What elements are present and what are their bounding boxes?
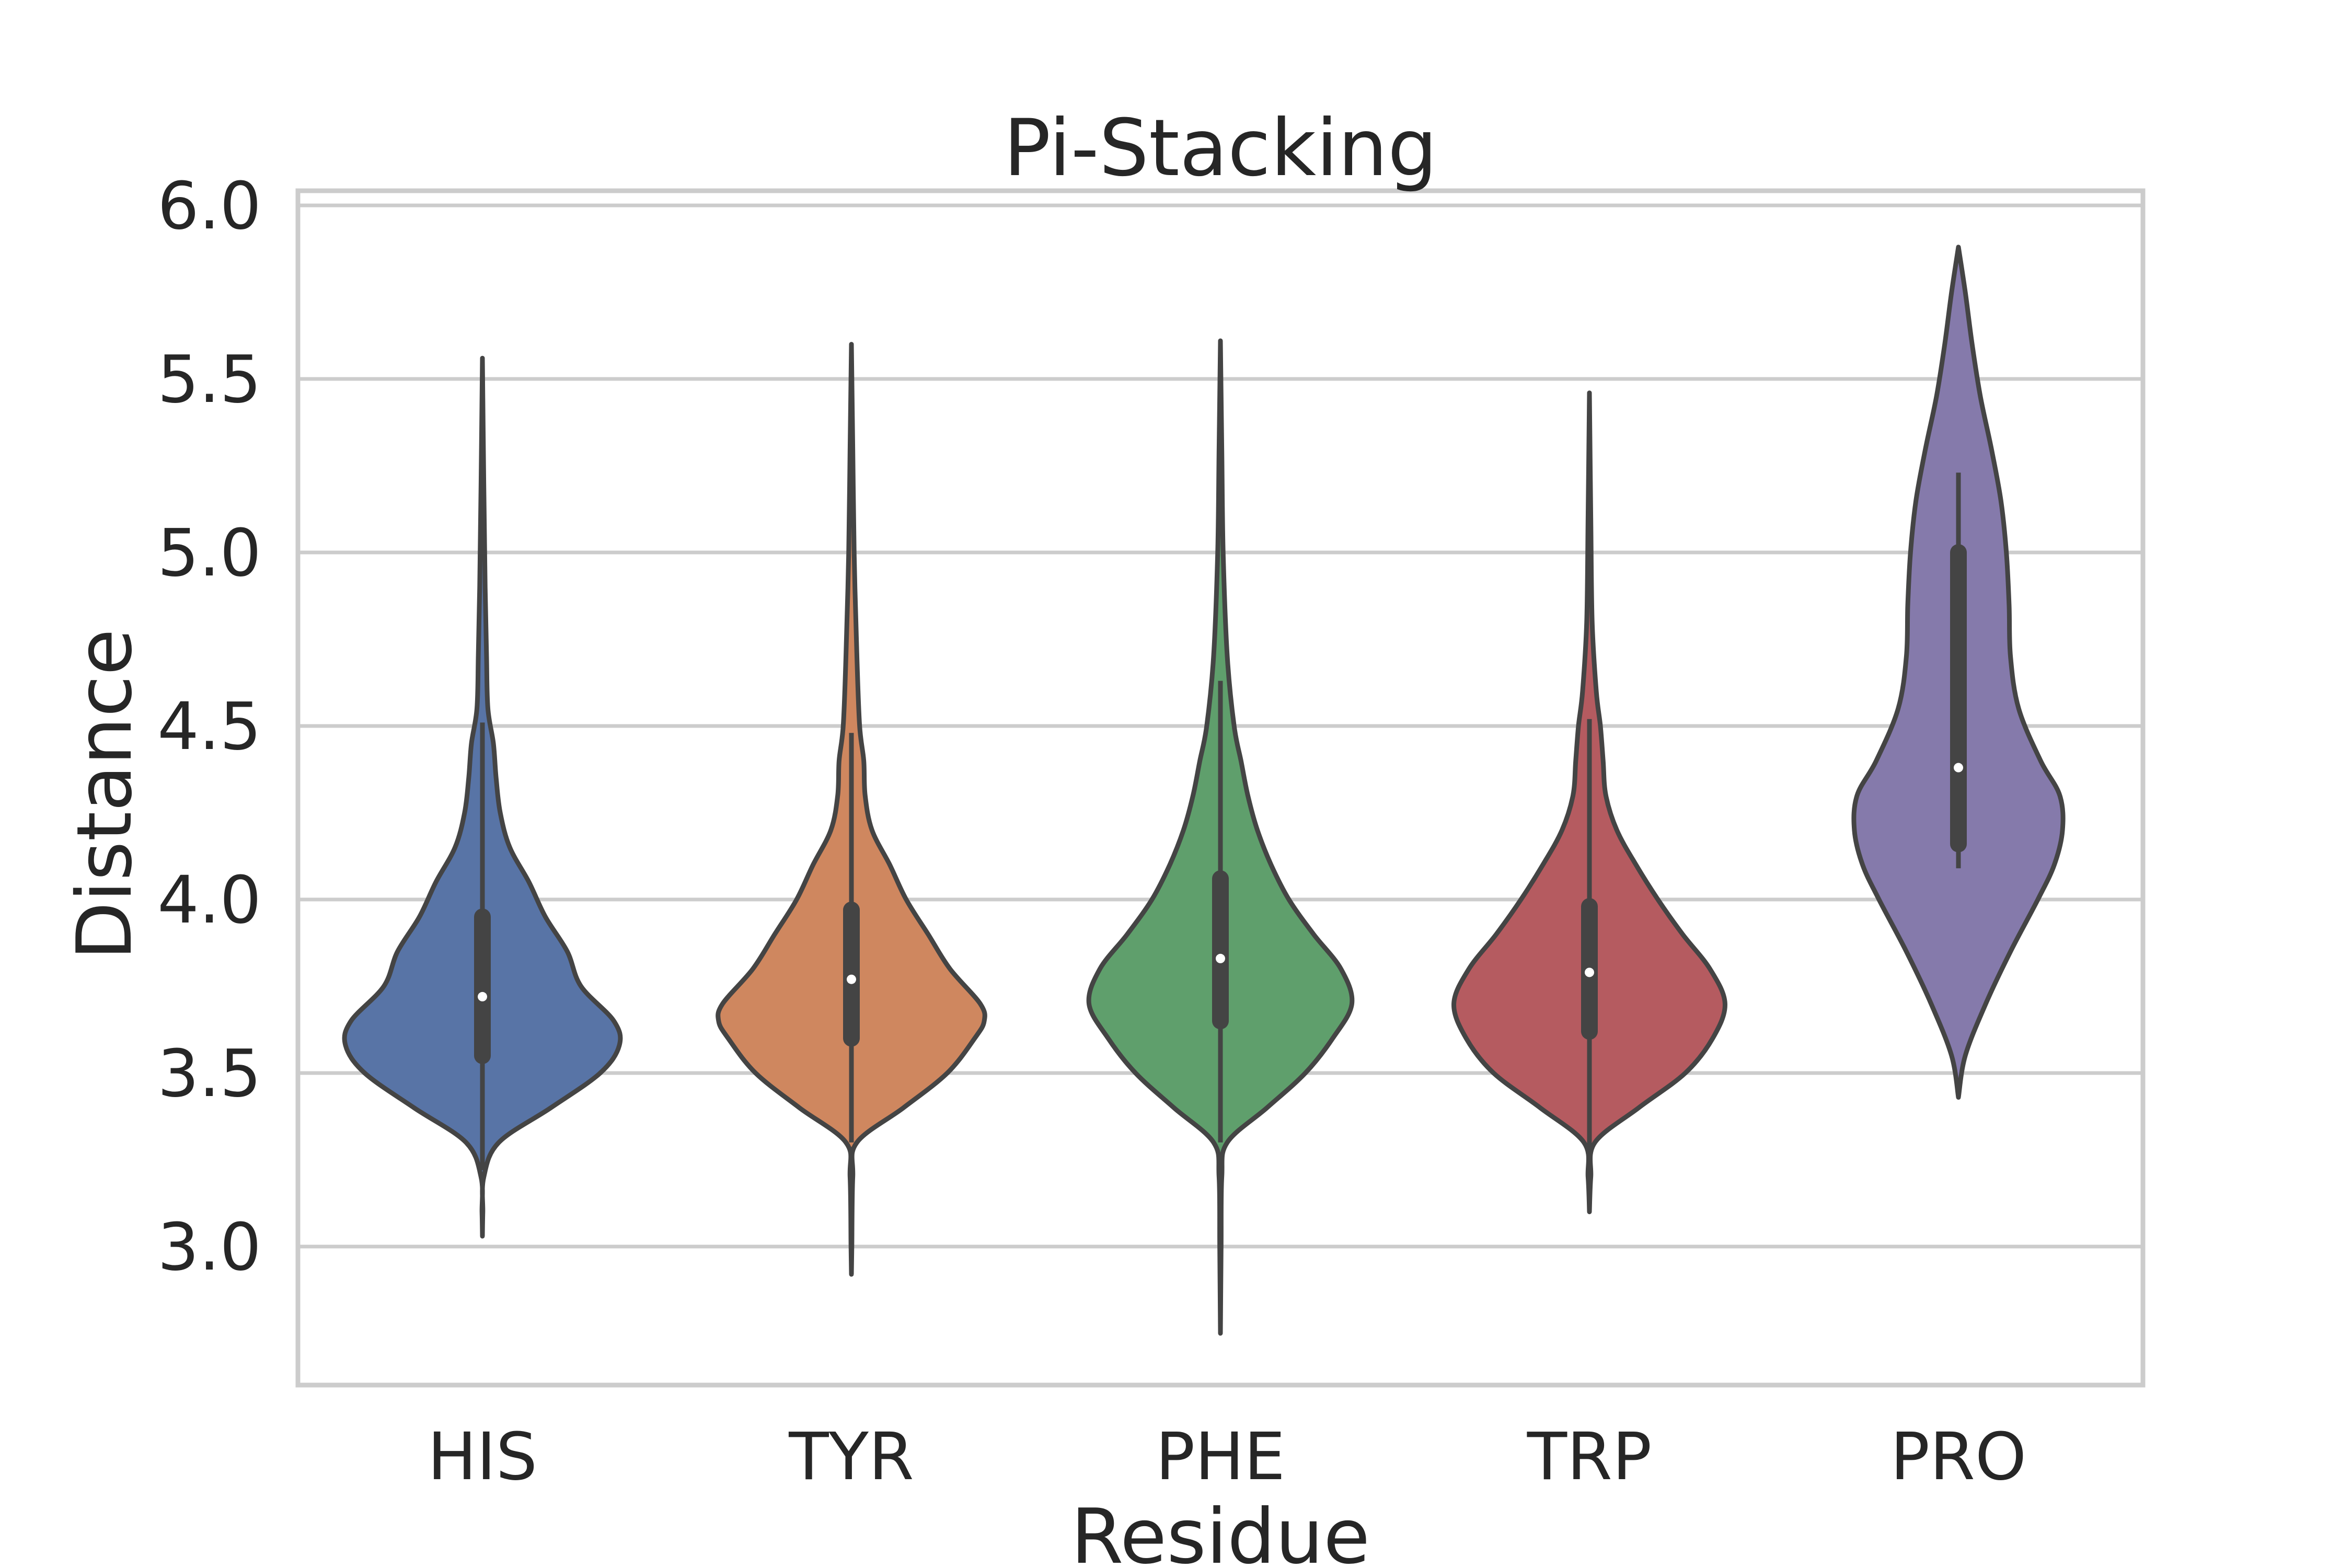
y-tick-label: 4.5: [157, 689, 261, 765]
y-axis-label: Distance: [61, 629, 149, 960]
plot-frame: [295, 188, 2146, 1388]
x-tick-label: PHE: [1156, 1419, 1285, 1495]
y-tick-label: 3.5: [157, 1036, 261, 1112]
y-tick-label: 5.0: [157, 515, 261, 591]
median-point-tyr: [847, 974, 856, 984]
x-tick-label: TRP: [1527, 1419, 1652, 1495]
y-tick-label: 3.0: [157, 1209, 261, 1285]
median-point-trp: [1585, 967, 1594, 977]
median-point-his: [478, 991, 487, 1001]
x-axis-label: Residue: [1071, 1493, 1370, 1568]
y-tick-label: 6.0: [157, 168, 261, 244]
y-tick-labels: 3.0 3.5 4.0 4.5 5.0 5.5 6.0: [157, 168, 261, 1285]
x-tick-labels: HIS TYR PHE TRP PRO: [428, 1419, 2026, 1495]
chart-title: Pi-Stacking: [1004, 103, 1437, 194]
box-markers: [474, 472, 1967, 1170]
x-tick-label: PRO: [1890, 1419, 2027, 1495]
x-tick-label: TYR: [788, 1419, 914, 1495]
y-tick-label: 5.5: [157, 342, 261, 418]
x-tick-label: HIS: [428, 1419, 537, 1495]
y-tick-label: 4.0: [157, 862, 261, 938]
median-point-pro: [1954, 763, 1963, 773]
violins: [342, 245, 2066, 1336]
median-point-phe: [1216, 953, 1225, 963]
